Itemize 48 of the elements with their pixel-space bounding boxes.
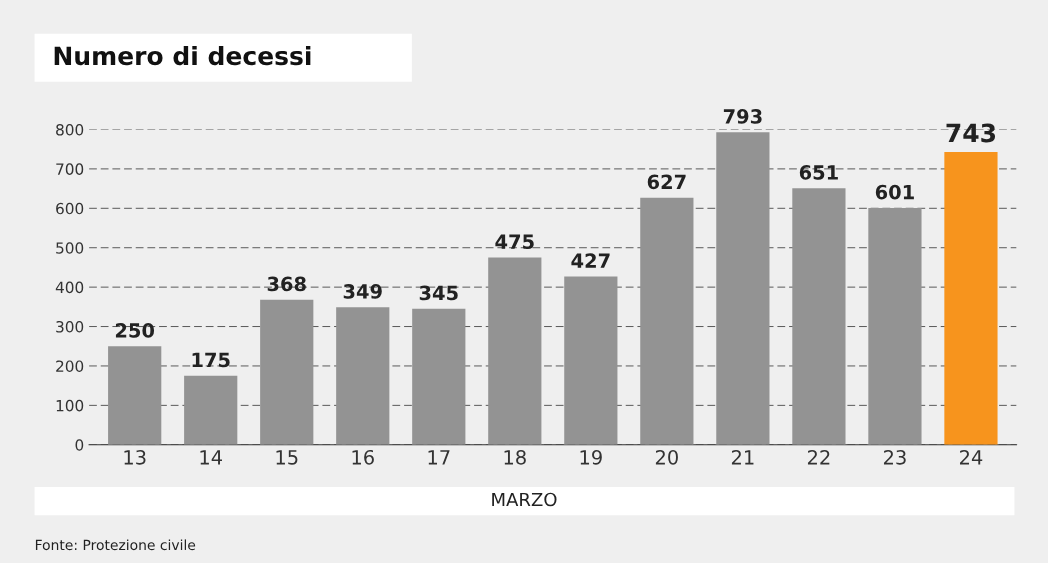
data-label: 250 [115,323,155,338]
bar [792,188,846,445]
y-tick-label: 700 [56,163,84,175]
y-tick-label: 500 [56,242,84,254]
x-tick-label: 17 [428,450,450,465]
data-label: 743 [946,123,996,143]
data-label: 601 [875,184,914,200]
bar [412,308,466,445]
x-tick-label: 19 [580,449,602,465]
bar [868,207,922,445]
bar [108,346,162,445]
x-tick-label: 24 [960,449,983,465]
y-tick-label: 300 [56,321,84,333]
bar [336,307,390,445]
y-tick-label: 200 [56,360,84,372]
data-label: 349 [343,284,382,299]
x-tick-label: 21 [731,449,754,465]
x-tick-label: 13 [124,449,146,465]
bar [184,375,238,445]
source-note: Fonte: Protezione civile [35,539,196,551]
y-tick-label: 800 [56,123,84,136]
x-tick-label: 15 [276,450,298,465]
y-tick-label: 0 [75,439,84,451]
data-label: 651 [799,165,838,180]
data-label: 475 [495,234,534,250]
data-label: 427 [571,253,610,268]
x-tick-label: 14 [200,450,222,465]
bar [640,197,694,445]
data-label: 793 [723,109,762,124]
x-tick-label: 23 [883,449,906,465]
bar [488,257,542,445]
y-tick-label: 600 [56,202,84,215]
data-label: 627 [647,174,686,190]
bar [260,299,314,445]
x-tick-label: 22 [807,449,830,465]
bar [564,276,618,445]
data-label: 345 [419,285,458,301]
data-label: 368 [267,276,306,292]
bar [944,151,998,445]
y-tick-label: 100 [56,399,84,412]
data-label: 175 [192,352,230,368]
y-tick-label: 400 [55,281,84,294]
chart-title: Numero di decessi [54,45,311,66]
x-tick-label: 16 [352,449,374,465]
x-tick-label: 18 [504,449,526,465]
bar [716,132,770,445]
x-axis-title: MARZO [492,492,557,507]
x-tick-label: 20 [655,449,678,465]
